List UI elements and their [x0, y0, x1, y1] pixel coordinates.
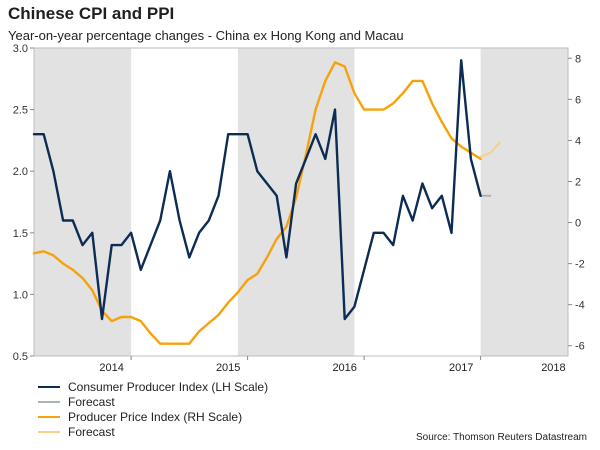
right-tick-label: 0: [575, 218, 581, 230]
chart-title: Chinese CPI and PPI: [8, 4, 175, 23]
legend-label-cpi-forecast: Forecast: [68, 395, 115, 409]
left-tick-label: 1.5: [13, 228, 28, 240]
legend-label-ppi: Producer Price Index (RH Scale): [68, 410, 243, 424]
legend-swatch-ppi: [38, 416, 60, 418]
legend-item-cpi-forecast: Forecast: [38, 395, 115, 409]
legend-item-cpi: Consumer Producer Index (LH Scale): [38, 380, 268, 394]
left-tick-label: 2.0: [13, 166, 28, 178]
chart-subtitle: Year-on-year percentage changes - China …: [8, 28, 404, 43]
source-note: Source: Thomson Reuters Datastream: [415, 432, 587, 443]
legend-item-ppi: Producer Price Index (RH Scale): [38, 410, 242, 424]
x-tick-label: 2016: [332, 362, 356, 374]
left-tick-label: 3.0: [13, 43, 28, 55]
x-tick-label: 2015: [216, 362, 240, 374]
shaded-period: [480, 48, 568, 356]
x-tick-label: 2018: [541, 362, 565, 374]
legend-swatch-ppi-forecast: [38, 431, 60, 433]
legend-swatch-cpi: [38, 386, 60, 388]
legend-label-cpi: Consumer Producer Index (LH Scale): [68, 380, 269, 394]
left-tick-label: 0.5: [13, 351, 28, 363]
left-tick-label: 1.0: [13, 289, 28, 301]
x-tick-label: 2017: [449, 362, 473, 374]
right-tick-label: -2: [575, 259, 585, 271]
plot-frame: [33, 47, 569, 357]
right-tick-label: 8: [575, 53, 581, 65]
left-tick-label: 2.5: [13, 105, 28, 117]
shaded-period: [237, 48, 355, 356]
shaded-period: [34, 48, 132, 356]
legend-item-ppi-forecast: Forecast: [38, 425, 115, 439]
right-tick-label: -4: [575, 300, 585, 312]
x-tick-label: 2014: [99, 362, 123, 374]
legend-label-ppi-forecast: Forecast: [68, 425, 115, 439]
right-tick-label: 2: [575, 176, 581, 188]
series-line-ppi: [32, 61, 482, 345]
right-tick-label: -6: [575, 341, 585, 353]
right-tick-label: 6: [575, 94, 581, 106]
right-tick-label: 4: [575, 135, 581, 147]
legend-swatch-cpi-forecast: [38, 401, 60, 403]
series-line-ppi-forecast: [479, 141, 501, 158]
series-line-cpi: [32, 59, 482, 321]
